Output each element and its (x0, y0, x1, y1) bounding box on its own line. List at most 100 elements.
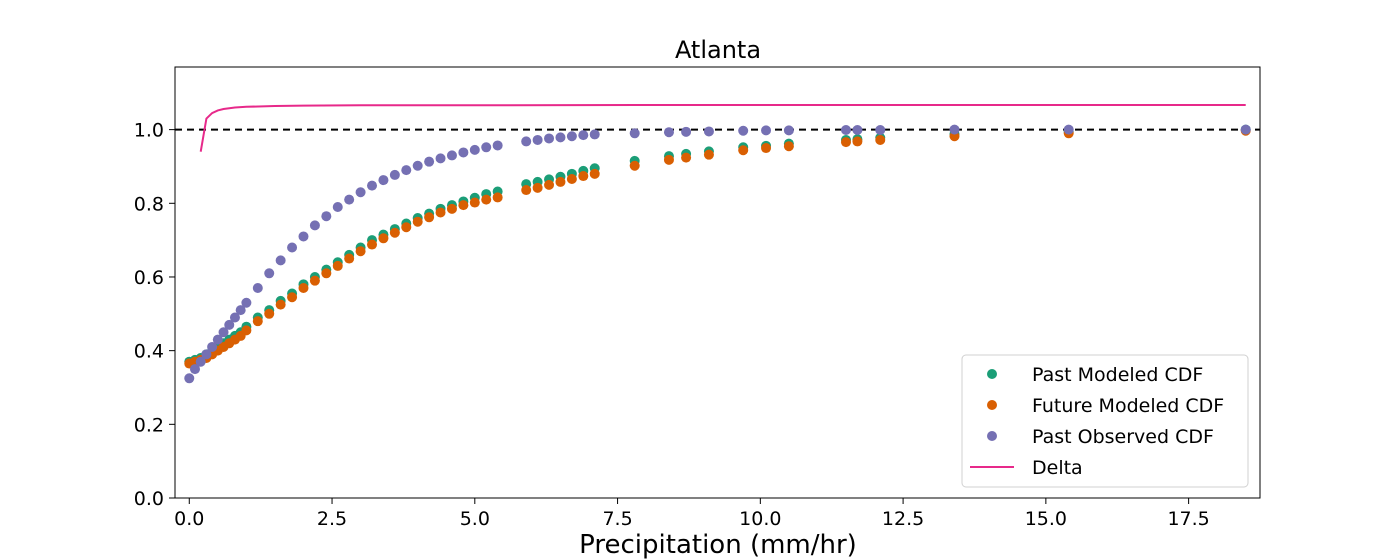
future-modeled-cdf-point (738, 145, 749, 156)
past-observed-cdf-point (1063, 124, 1074, 135)
future-modeled-cdf-point (566, 173, 577, 184)
past-observed-cdf-point (469, 144, 480, 155)
x-tick-label: 5.0 (460, 508, 490, 530)
past-observed-cdf-point (738, 125, 749, 136)
future-modeled-cdf-point (275, 299, 286, 310)
past-observed-cdf-point (321, 211, 332, 222)
past-observed-cdf-point (555, 132, 566, 143)
legend-label-future-modeled-cdf: Future Modeled CDF (1032, 395, 1224, 417)
x-tick-label: 2.5 (317, 508, 347, 530)
past-observed-cdf-point (367, 180, 378, 191)
future-modeled-cdf-point (287, 292, 298, 303)
future-modeled-cdf-point (532, 182, 543, 193)
future-modeled-cdf-point (629, 160, 640, 171)
x-tick-label: 0.0 (174, 508, 204, 530)
past-observed-cdf-point (629, 128, 640, 139)
future-modeled-cdf-point (783, 141, 794, 152)
past-observed-cdf-point (852, 124, 863, 135)
future-modeled-cdf-point (681, 152, 692, 163)
past-observed-cdf-point (458, 147, 469, 158)
past-observed-cdf-point (521, 136, 532, 147)
chart-title: Atlanta (675, 36, 761, 64)
past-observed-cdf-point (195, 356, 206, 367)
future-modeled-cdf-point (446, 203, 457, 214)
future-modeled-cdf-point (298, 283, 309, 294)
past-observed-cdf-point (412, 160, 423, 171)
past-observed-cdf-point (298, 231, 309, 242)
future-modeled-cdf-point (252, 316, 263, 327)
series-delta (199, 103, 1246, 152)
future-modeled-cdf-point (458, 200, 469, 211)
legend-swatch-past-modeled-cdf (987, 369, 997, 379)
past-observed-cdf-point (840, 124, 851, 135)
future-modeled-cdf-point (852, 136, 863, 147)
past-observed-cdf-point (189, 364, 200, 375)
x-tick-label: 15.0 (1025, 508, 1067, 530)
y-tick-label: 0.0 (134, 488, 164, 510)
past-observed-cdf-point (201, 349, 212, 360)
past-observed-cdf-point (875, 124, 886, 135)
past-observed-cdf-point (344, 194, 355, 205)
future-modeled-cdf-point (367, 239, 378, 250)
future-modeled-cdf-point (555, 176, 566, 187)
series-past-modeled-cdf (184, 124, 1251, 367)
future-modeled-cdf-point (424, 212, 435, 223)
past-observed-cdf-point (492, 140, 503, 151)
future-modeled-cdf-point (332, 260, 343, 271)
future-modeled-cdf-point (378, 233, 389, 244)
past-observed-cdf-point (389, 169, 400, 180)
past-observed-cdf-point (275, 255, 286, 266)
past-observed-cdf-point (287, 242, 298, 253)
future-modeled-cdf-point (264, 308, 275, 319)
future-modeled-cdf-point (355, 246, 366, 257)
past-observed-cdf-point (435, 153, 446, 164)
past-observed-cdf-point (212, 334, 223, 345)
future-modeled-cdf-point (389, 227, 400, 238)
past-observed-cdf-point (401, 165, 412, 176)
future-modeled-cdf-point (492, 192, 503, 203)
x-tick-label: 10.0 (739, 508, 781, 530)
x-tick-label: 17.5 (1167, 508, 1209, 530)
future-modeled-cdf-point (578, 171, 589, 182)
y-tick-label: 0.4 (134, 341, 164, 363)
legend-box (961, 354, 1249, 488)
past-observed-cdf-point (207, 341, 218, 352)
future-modeled-cdf-point (344, 253, 355, 264)
legend: Past Modeled CDF Future Modeled CDF Past O… (961, 354, 1249, 488)
past-observed-cdf-point (566, 131, 577, 142)
past-observed-cdf-point (229, 312, 240, 323)
past-observed-cdf-point (481, 142, 492, 153)
past-observed-cdf-point (355, 187, 366, 198)
past-observed-cdf-point (264, 268, 275, 279)
past-observed-cdf-point (241, 297, 252, 308)
future-modeled-cdf-point (703, 149, 714, 160)
x-tick-label: 7.5 (602, 508, 632, 530)
plot-frame (174, 66, 1261, 499)
future-modeled-cdf-point (321, 268, 332, 279)
past-observed-cdf-point (252, 283, 263, 294)
future-modeled-cdf-point (401, 222, 412, 233)
future-modeled-cdf-point (589, 168, 600, 179)
series-past-observed-cdf (184, 124, 1251, 384)
past-observed-cdf-point (424, 156, 435, 167)
axes-layer: 0.0 2.5 5.0 7.5 10.0 12.5 15.0 17.5 0.0 0.2 0.4 0.6… (134, 120, 1210, 530)
future-modeled-cdf-point (761, 143, 772, 154)
past-observed-cdf-point (544, 133, 555, 144)
future-modeled-cdf-point (521, 185, 532, 196)
series-future-modeled-cdf (184, 125, 1251, 369)
legend-label-past-modeled-cdf: Past Modeled CDF (1032, 364, 1203, 386)
x-tick-label: 12.5 (882, 508, 924, 530)
future-modeled-cdf-point (412, 216, 423, 227)
past-observed-cdf-point (446, 150, 457, 161)
legend-swatch-past-observed-cdf (987, 431, 997, 441)
future-modeled-cdf-point (435, 207, 446, 218)
past-observed-cdf-point (761, 125, 772, 136)
y-tick-label: 0.8 (134, 193, 164, 215)
past-observed-cdf-point (589, 129, 600, 140)
past-observed-cdf-point (378, 175, 389, 186)
past-observed-cdf-point (703, 126, 714, 137)
future-modeled-cdf-point (469, 197, 480, 208)
future-modeled-cdf-point (309, 275, 320, 286)
y-tick-label: 0.6 (134, 267, 164, 289)
